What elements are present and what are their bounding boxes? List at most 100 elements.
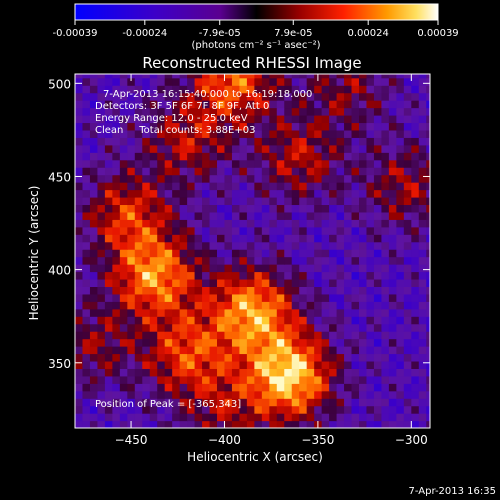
heatmap-cell [418, 353, 427, 362]
heatmap-cell [89, 152, 99, 161]
heatmap-cell [164, 249, 173, 258]
heatmap-cell [97, 189, 106, 198]
heatmap-cell [276, 346, 285, 355]
heatmap-cell [254, 241, 263, 250]
heatmap-cell [284, 182, 293, 191]
heatmap-cell [329, 338, 338, 347]
heatmap-cell [344, 189, 353, 198]
heatmap-cell [231, 420, 241, 428]
heatmap-cell [284, 85, 293, 94]
heatmap-cell [104, 375, 113, 384]
heatmap-cell [359, 174, 368, 183]
heatmap-cell [157, 100, 166, 109]
heatmap-cell [396, 85, 405, 94]
y-tick-label: 350 [48, 357, 71, 371]
heatmap-cell [82, 167, 91, 176]
heatmap-cell [224, 226, 233, 235]
heatmap-cell [89, 107, 99, 116]
heatmap-cell [119, 286, 128, 295]
heatmap-cell [239, 346, 248, 355]
heatmap-cell [224, 74, 233, 79]
heatmap-cell [269, 204, 278, 213]
heatmap-cell [403, 346, 412, 355]
heatmap-cell [194, 420, 203, 428]
heatmap-cell [299, 152, 308, 161]
heatmap-cell [291, 189, 300, 198]
heatmap-cell [127, 368, 136, 377]
heatmap-cell [314, 331, 323, 340]
heatmap-cell [187, 353, 196, 362]
heatmap-cell [344, 196, 353, 206]
heatmap-cell [172, 338, 181, 347]
heatmap-cell [381, 219, 390, 228]
heatmap-cell [157, 405, 166, 414]
heatmap-cell [127, 226, 136, 235]
heatmap-cell [172, 107, 181, 116]
heatmap-cell [217, 122, 226, 131]
heatmap-cell [388, 398, 397, 407]
heatmap-cell [359, 189, 368, 198]
heatmap-cell [403, 353, 412, 362]
heatmap-cell [104, 152, 113, 161]
heatmap-cell [202, 77, 211, 86]
heatmap-cell [344, 204, 353, 213]
heatmap-cell [276, 122, 285, 131]
heatmap-cell [112, 368, 121, 377]
heatmap-cell [284, 308, 293, 317]
heatmap-cell [359, 159, 368, 168]
heatmap-cell [261, 301, 270, 310]
heatmap-cell [89, 241, 99, 250]
heatmap-cell [134, 196, 143, 206]
heatmap-cell [187, 316, 196, 325]
heatmap-cell [396, 114, 405, 124]
heatmap-cell [426, 129, 430, 138]
heatmap-cell [224, 264, 233, 273]
heatmap-cell [321, 107, 330, 116]
heatmap-cell [306, 398, 315, 407]
heatmap-cell [396, 390, 405, 399]
heatmap-cell [276, 331, 285, 340]
heatmap-cell [194, 301, 203, 310]
heatmap-cell [366, 323, 375, 332]
heatmap-cell [217, 196, 226, 206]
heatmap-cell [82, 293, 91, 302]
heatmap-cell [119, 278, 128, 287]
heatmap-cell [418, 346, 427, 355]
heatmap-cell [276, 144, 285, 153]
heatmap-cell [89, 234, 99, 243]
heatmap-cell [164, 159, 173, 168]
heatmap-cell [104, 420, 113, 428]
heatmap-cell [306, 256, 315, 265]
heatmap-cell [381, 420, 390, 428]
heatmap-cell [276, 420, 285, 428]
heatmap-cell [359, 316, 368, 325]
heatmap-cell [381, 308, 390, 317]
heatmap-cell [217, 331, 226, 340]
heatmap-cell [119, 249, 128, 258]
heatmap-cell [306, 137, 315, 146]
heatmap-cell [351, 368, 360, 377]
heatmap-cell [157, 167, 166, 176]
heatmap-cell [381, 390, 390, 399]
heatmap-cell [104, 271, 113, 280]
heatmap-cell [403, 204, 412, 213]
heatmap-cell [321, 420, 330, 428]
heatmap-cell [396, 107, 405, 116]
heatmap-cell [89, 174, 99, 183]
heatmap-cell [261, 346, 270, 355]
heatmap-cell [381, 189, 390, 198]
heatmap-cell [119, 308, 128, 317]
heatmap-cell [82, 122, 91, 131]
heatmap-cell [261, 413, 270, 422]
heatmap-cell [194, 360, 203, 369]
heatmap-cell [239, 241, 248, 250]
heatmap-cell [164, 114, 173, 124]
heatmap-cell [231, 405, 241, 414]
heatmap-cell [172, 278, 181, 287]
heatmap-cell [224, 129, 233, 138]
heatmap-cell [291, 74, 300, 79]
heatmap-cell [366, 338, 375, 347]
heatmap-cell [284, 100, 293, 109]
heatmap-cell [82, 375, 91, 384]
heatmap-cell [239, 323, 248, 332]
